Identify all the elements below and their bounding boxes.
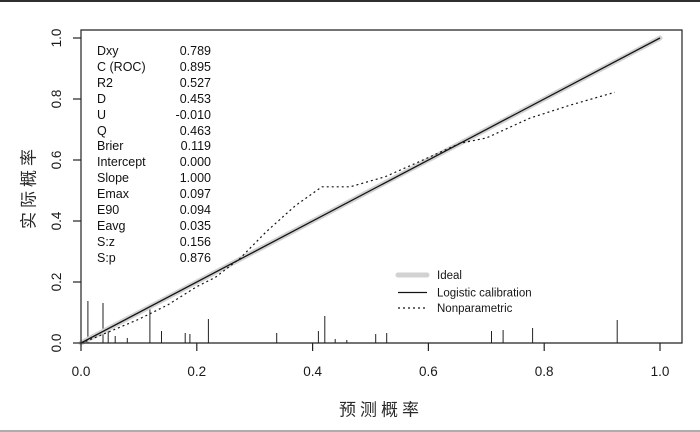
- stat-row: D 0.453: [97, 92, 211, 108]
- legend-label: Logistic calibration: [437, 288, 532, 300]
- series-solid: [80, 37, 661, 344]
- x-tick-label: 0.8: [535, 364, 554, 379]
- stat-value: 0.789: [179, 44, 211, 58]
- plot-box: [80, 29, 683, 344]
- stat-value: 0.527: [179, 75, 211, 90]
- validation-stats-block: Dxy 0.789 C (ROC) 0.895 R2 0.527 D 0.453 U -0.010…: [97, 44, 211, 267]
- stat-label: U: [97, 107, 107, 122]
- y-tick-label: 0.2: [49, 273, 64, 292]
- legend-label: Ideal: [437, 270, 462, 282]
- stat-row: Dxy 0.789: [97, 44, 211, 60]
- stat-value: 0.156: [179, 234, 211, 249]
- stat-row: Eavg 0.035: [97, 219, 211, 235]
- legend-label: Nonparametric: [437, 303, 513, 315]
- stat-row: S:z 0.156: [97, 235, 211, 251]
- stat-value: 0.094: [179, 203, 211, 218]
- stat-value: 0.453: [179, 91, 211, 106]
- stat-label: Slope: [97, 171, 129, 186]
- stat-row: S:p 0.876: [97, 251, 211, 267]
- stat-value: 0.876: [179, 250, 211, 265]
- y-tick-label: 0.8: [49, 90, 64, 109]
- y-axis-title: 实际概率: [19, 145, 39, 229]
- stat-label: E90: [97, 203, 120, 218]
- stat-value: -0.010: [175, 107, 211, 122]
- stat-label: C (ROC): [97, 59, 146, 74]
- stat-row: Emax 0.097: [97, 187, 211, 203]
- x-tick-label: 0.2: [187, 364, 206, 379]
- y-tick-label: 1.0: [49, 29, 64, 48]
- stat-label: Dxy: [97, 44, 119, 58]
- x-tick-label: 0.6: [419, 364, 438, 379]
- stat-row: Intercept 0.000: [97, 155, 211, 171]
- stat-label: R2: [97, 75, 113, 90]
- stat-label: D: [97, 91, 107, 106]
- stat-value: 1.000: [179, 171, 211, 186]
- stat-label: S:p: [97, 250, 116, 265]
- stat-value: 0.119: [180, 139, 211, 154]
- stat-row: Brier 0.119: [97, 139, 211, 155]
- stat-row: E90 0.094: [97, 203, 211, 219]
- x-axis-title: 预测概率: [339, 400, 423, 420]
- series-dotted: [85, 91, 615, 343]
- stat-row: U -0.010: [97, 108, 211, 124]
- y-tick-label: 0.4: [49, 211, 64, 230]
- stat-value: 0.895: [179, 59, 211, 74]
- stat-value: 0.000: [179, 155, 211, 170]
- stat-label: Q: [97, 123, 107, 138]
- x-tick-label: 0.0: [72, 364, 91, 379]
- x-tick-label: 1.0: [651, 364, 670, 379]
- page-bottom-border: [0, 430, 700, 432]
- stat-row: R2 0.527: [97, 76, 211, 92]
- stat-label: Brier: [97, 139, 124, 154]
- page-top-border: [0, 0, 700, 2]
- stat-label: Eavg: [97, 218, 126, 233]
- y-tick-label: 0.6: [49, 151, 64, 170]
- stat-row: C (ROC) 0.895: [97, 60, 211, 76]
- stat-value: 0.035: [179, 218, 211, 233]
- stat-label: S:z: [97, 234, 116, 249]
- stat-row: Slope 1.000: [97, 171, 211, 187]
- stat-value: 0.097: [179, 187, 211, 202]
- stat-value: 0.463: [179, 123, 211, 138]
- stat-label: Intercept: [97, 155, 146, 170]
- x-tick-label: 0.4: [303, 364, 322, 379]
- y-tick-label: 0.0: [49, 334, 64, 353]
- stat-row: Q 0.463: [97, 124, 211, 140]
- stat-label: Emax: [97, 187, 129, 202]
